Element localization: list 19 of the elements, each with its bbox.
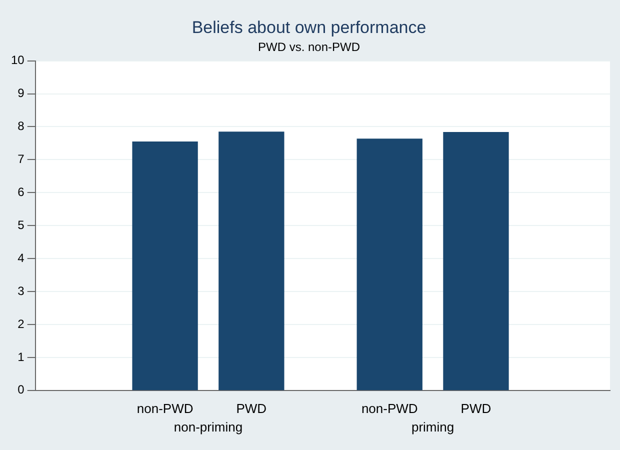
y-tick-label: 10 [10, 53, 25, 68]
y-tick-label: 7 [18, 152, 25, 166]
x-tick-label: PWD [236, 400, 267, 416]
y-tick-label: 8 [18, 119, 25, 134]
chart-subtitle: PWD vs. non-PWD [258, 40, 360, 54]
y-tick-label: 6 [18, 184, 25, 199]
x-tick-label: non-PWD [361, 400, 418, 416]
text: non-priming [174, 419, 243, 434]
x-tick-label: non-PWD [136, 400, 194, 416]
y-tick-label: 3 [18, 284, 25, 298]
y-tick-label: 4 [18, 250, 25, 265]
y-tick-label: 9 [18, 86, 25, 100]
y-tick-label: 5 [18, 218, 25, 232]
x-tick-label: PWD [460, 400, 492, 416]
text: priming [411, 419, 454, 434]
chart-title: Beliefs about own performance [192, 18, 426, 37]
y-tick-label: 2 [18, 316, 25, 331]
y-tick-label: 0 [18, 382, 25, 397]
y-tick-label: 1 [18, 350, 25, 364]
